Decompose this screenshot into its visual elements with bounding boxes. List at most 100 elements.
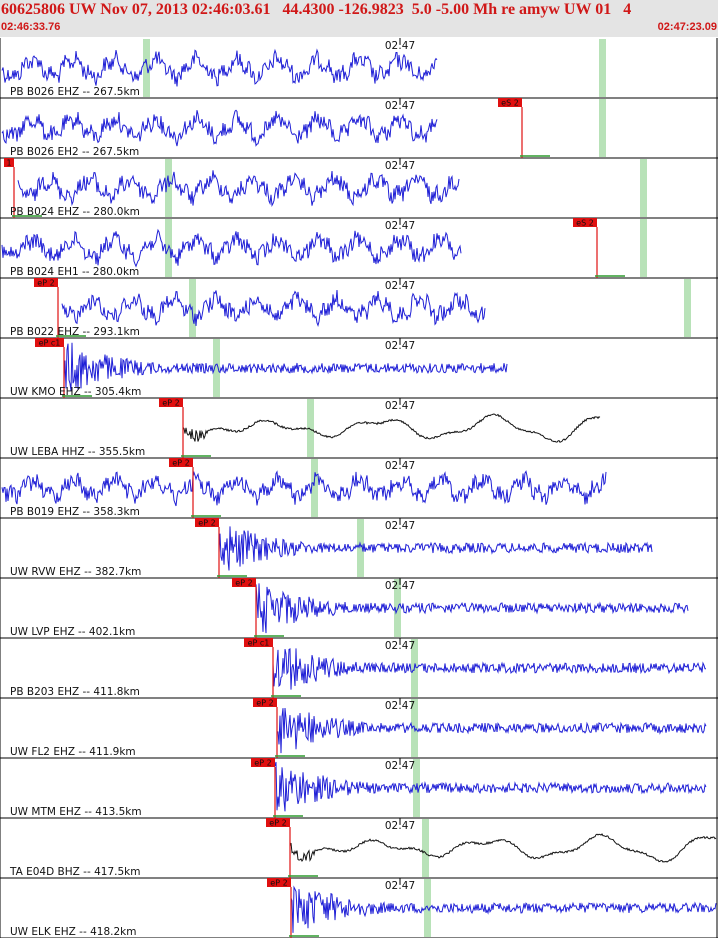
phase-pick-flag[interactable] — [35, 338, 64, 347]
channel-label: PB B019 EHZ -- 358.3km — [10, 506, 140, 518]
time-tick-label: 02:47 — [385, 880, 415, 892]
channel-panel[interactable]: 02:47 eS 2 PB B024 EH1 -- 280.0km — [0, 218, 718, 279]
waveform-trace[interactable] — [276, 707, 707, 754]
waveform-trace[interactable] — [1, 109, 438, 147]
waveform-trace[interactable] — [1, 48, 438, 87]
window-marker — [599, 99, 606, 157]
phase-pick-flag[interactable] — [4, 158, 14, 167]
channel-label: UW RVW EHZ -- 382.7km — [10, 566, 141, 578]
channel-panel[interactable]: 02:47 eP 2 UW RVW EHZ -- 382.7km — [0, 518, 718, 579]
event-title: 60625806 UW Nov 07, 2013 02:46:03.61 44.… — [1, 1, 632, 18]
time-tick-label: 02:47 — [385, 580, 415, 592]
waveform-trace[interactable] — [61, 289, 486, 328]
phase-pick-label: eS 2 — [576, 219, 594, 228]
time-tick-label: 02:47 — [385, 460, 415, 472]
phase-pick-flag[interactable] — [498, 98, 522, 107]
channel-label: PB B026 EH2 -- 267.5km — [10, 146, 139, 158]
time-tick-label: 02:47 — [385, 280, 415, 292]
channel-panel[interactable]: 02:47 PB B026 EHZ -- 267.5km — [0, 38, 718, 99]
time-tick-label: 02:47 — [385, 640, 415, 652]
phase-pick-label: eP 2 — [254, 759, 271, 768]
phase-pick-flag[interactable] — [267, 878, 291, 887]
time-tick-label: 02:47 — [385, 220, 415, 232]
phase-pick-label: eP 2 — [256, 699, 273, 708]
time-tick-label: 02:47 — [385, 820, 415, 832]
phase-pick-flag[interactable] — [251, 758, 275, 767]
window-marker — [307, 399, 314, 457]
phase-pick-flag[interactable] — [34, 278, 58, 287]
start-time: 02:46:33.76 — [1, 21, 61, 33]
waveform-trace[interactable] — [182, 413, 601, 443]
channel-panel[interactable]: 02:47 eP 2 UW LVP EHZ -- 402.1km — [0, 578, 718, 639]
phase-pick-flag[interactable] — [573, 218, 597, 227]
waveform-trace[interactable] — [1, 228, 462, 268]
channel-label: PB B203 EHZ -- 411.8km — [10, 686, 140, 698]
time-tick-label: 02:47 — [385, 760, 415, 772]
channel-panel[interactable]: 02:47 eP c1 UW KMO EHZ -- 305.4km — [0, 338, 718, 399]
phase-pick-flag[interactable] — [244, 638, 273, 647]
channel-panel[interactable]: 02:47 1 PB B024 EHZ -- 280.0km — [0, 158, 718, 219]
end-time: 02:47:23.09 — [657, 21, 717, 33]
waveform-trace[interactable] — [272, 648, 706, 690]
waveform-trace[interactable] — [17, 170, 460, 208]
phase-pick-label: eP 2 — [269, 819, 286, 828]
window-marker — [311, 459, 318, 517]
channel-label: UW ELK EHZ -- 418.2km — [10, 926, 136, 938]
channel-panel[interactable]: 02:47 eP 2 PB B022 EHZ -- 293.1km — [0, 278, 718, 339]
channel-panel[interactable]: 02:47 eP 2 UW LEBA HHZ -- 355.5km — [0, 398, 718, 459]
phase-pick-label: eP c1 — [248, 639, 270, 648]
channel-panel[interactable]: 02:47 eP 2 UW MTM EHZ -- 413.5km — [0, 758, 718, 819]
phase-pick-label: eP 2 — [37, 279, 54, 288]
time-tick-label: 02:47 — [385, 400, 415, 412]
waveform-trace[interactable] — [1, 470, 607, 507]
channel-panel[interactable]: 02:47 eS 2 PB B026 EH2 -- 267.5km — [0, 98, 718, 159]
window-marker — [640, 159, 647, 217]
channel-panel[interactable]: 02:47 eP c1 PB B203 EHZ -- 411.8km — [0, 638, 718, 699]
phase-pick-flag[interactable] — [232, 578, 256, 587]
time-tick-label: 02:47 — [385, 40, 415, 52]
phase-pick-label: eP c1 — [39, 339, 61, 348]
phase-pick-label: eS 2 — [501, 99, 519, 108]
window-marker — [640, 219, 647, 277]
waveform-trace[interactable] — [274, 761, 707, 812]
window-marker — [165, 159, 172, 217]
window-marker — [599, 39, 606, 97]
waveform-trace[interactable] — [290, 885, 717, 933]
phase-pick-label: eP 2 — [270, 879, 287, 888]
waveform-trace[interactable] — [218, 526, 653, 571]
channel-label: PB B022 EHZ -- 293.1km — [10, 326, 140, 338]
waveform-trace[interactable] — [255, 583, 689, 634]
window-marker — [422, 819, 429, 877]
phase-pick-flag[interactable] — [253, 698, 277, 707]
phase-pick-flag[interactable] — [266, 818, 290, 827]
channel-label: UW LVP EHZ -- 402.1km — [10, 626, 135, 638]
phase-pick-flag[interactable] — [169, 458, 193, 467]
channel-label: UW FL2 EHZ -- 411.9km — [10, 746, 136, 758]
channel-panel[interactable]: 02:47 eP 2 TA E04D BHZ -- 417.5km — [0, 818, 718, 879]
phase-pick-flag[interactable] — [195, 518, 219, 527]
waveform-trace[interactable] — [289, 833, 717, 863]
channel-label: TA E04D BHZ -- 417.5km — [9, 866, 140, 878]
phase-pick-label: eP 2 — [162, 399, 179, 408]
event-header: 60625806 UW Nov 07, 2013 02:46:03.61 44.… — [0, 0, 718, 37]
window-marker — [213, 339, 220, 397]
phase-pick-label: eP 2 — [235, 579, 252, 588]
time-tick-label: 02:47 — [385, 100, 415, 112]
channel-panel[interactable]: 02:47 eP 2 PB B019 EHZ -- 358.3km — [0, 458, 718, 519]
channel-panel[interactable]: 02:47 eP 2 UW FL2 EHZ -- 411.9km — [0, 698, 718, 759]
phase-pick-flag[interactable] — [159, 398, 183, 407]
channel-label: PB B026 EHZ -- 267.5km — [10, 86, 140, 98]
window-marker — [684, 279, 691, 337]
channel-panel[interactable]: 02:47 eP 2 UW ELK EHZ -- 418.2km — [0, 878, 718, 938]
channel-label: UW LEBA HHZ -- 355.5km — [10, 446, 145, 458]
phase-pick-label: eP 2 — [172, 459, 189, 468]
time-tick-label: 02:47 — [385, 520, 415, 532]
phase-pick-label: eP 2 — [198, 519, 215, 528]
time-tick-label: 02:47 — [385, 160, 415, 172]
time-tick-label: 02:47 — [385, 700, 415, 712]
channel-label: UW MTM EHZ -- 413.5km — [10, 806, 142, 818]
channel-label: PB B024 EH1 -- 280.0km — [10, 266, 139, 278]
window-marker — [143, 39, 150, 97]
waveform-trace[interactable] — [63, 342, 508, 391]
